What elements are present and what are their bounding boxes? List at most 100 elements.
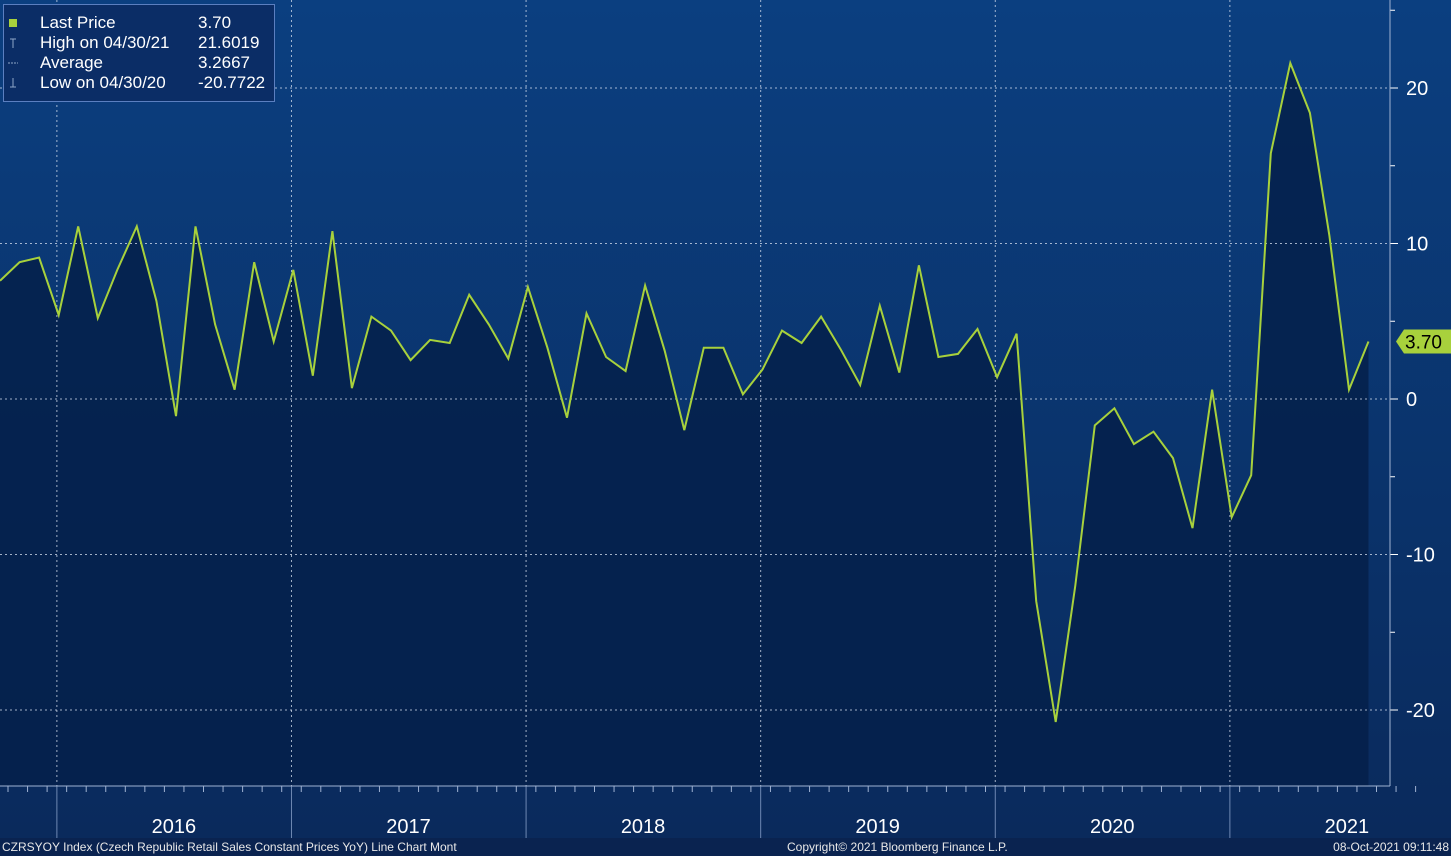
x-tick-label: 2021 — [1325, 816, 1370, 838]
data-point[interactable] — [1307, 110, 1313, 116]
data-point[interactable] — [877, 303, 883, 309]
square-marker-icon — [9, 19, 17, 27]
data-point[interactable] — [838, 346, 844, 352]
data-point[interactable] — [1170, 455, 1176, 461]
data-point[interactable] — [525, 284, 531, 290]
data-point[interactable] — [1033, 598, 1039, 604]
last-price-tag — [1396, 329, 1451, 354]
footer-security-description: CZRSYOY Index (Czech Republic Retail Sal… — [2, 840, 457, 854]
data-point[interactable] — [1053, 719, 1059, 725]
high-marker-icon — [10, 38, 16, 48]
data-point[interactable] — [75, 223, 81, 229]
y-tick-label: 10 — [1406, 234, 1428, 256]
data-point[interactable] — [1072, 583, 1078, 589]
data-point[interactable] — [368, 314, 374, 320]
x-tick-label: 2016 — [152, 816, 197, 838]
data-point[interactable] — [329, 228, 335, 234]
data-point[interactable] — [212, 321, 218, 327]
data-point[interactable] — [310, 373, 316, 379]
data-point[interactable] — [193, 223, 199, 229]
series-line[interactable] — [0, 59, 1370, 723]
data-point[interactable] — [1111, 405, 1117, 411]
data-point[interactable] — [56, 312, 62, 318]
data-point[interactable] — [1209, 387, 1215, 393]
data-point[interactable] — [1366, 339, 1372, 345]
average-marker-icon — [8, 62, 18, 64]
data-point[interactable] — [642, 283, 648, 289]
legend-label: Last Price — [40, 13, 116, 32]
data-point[interactable] — [505, 356, 511, 362]
data-point[interactable] — [427, 337, 433, 343]
data-point[interactable] — [603, 354, 609, 360]
last-price-tag-label: 3.70 — [1405, 332, 1442, 353]
footer-timestamp: 08-Oct-2021 09:11:48 — [1333, 840, 1449, 854]
y-tick-label: -10 — [1406, 545, 1435, 567]
data-point[interactable] — [564, 415, 570, 421]
data-point[interactable] — [935, 354, 941, 360]
data-point[interactable] — [896, 370, 902, 376]
data-point[interactable] — [447, 340, 453, 346]
y-tick-label: 20 — [1406, 78, 1428, 100]
data-point[interactable] — [994, 374, 1000, 380]
footer-copyright: Copyright© 2021 Bloomberg Finance L.P. — [787, 840, 1008, 854]
data-point[interactable] — [662, 348, 668, 354]
data-point[interactable] — [779, 328, 785, 334]
low-marker-icon — [10, 78, 16, 88]
data-point[interactable] — [975, 326, 981, 332]
data-point[interactable] — [1190, 525, 1196, 531]
data-point[interactable] — [388, 328, 394, 334]
data-point[interactable] — [1346, 387, 1352, 393]
y-tick-label: -20 — [1406, 700, 1435, 722]
data-point[interactable] — [466, 292, 472, 298]
data-point[interactable] — [544, 345, 550, 351]
data-point[interactable] — [114, 267, 120, 273]
data-point[interactable] — [584, 311, 590, 317]
data-point[interactable] — [720, 345, 726, 351]
data-point[interactable] — [290, 267, 296, 273]
data-point[interactable] — [916, 262, 922, 268]
data-point[interactable] — [681, 427, 687, 433]
data-point[interactable] — [349, 385, 355, 391]
data-point[interactable] — [134, 223, 140, 229]
x-tick-label: 2020 — [1090, 816, 1135, 838]
x-tick-label: 2019 — [855, 816, 900, 838]
data-point[interactable] — [17, 259, 23, 265]
data-point[interactable] — [701, 345, 707, 351]
legend-label: Average — [40, 53, 104, 72]
data-point[interactable] — [1092, 422, 1098, 428]
data-point[interactable] — [1131, 441, 1137, 447]
legend-value: -20.7722 — [198, 73, 266, 92]
data-point[interactable] — [251, 259, 257, 265]
data-point[interactable] — [271, 339, 277, 345]
data-point[interactable] — [623, 368, 629, 374]
data-point[interactable] — [1326, 233, 1332, 239]
data-point[interactable] — [740, 391, 746, 397]
data-point[interactable] — [1014, 331, 1020, 337]
series-area — [0, 63, 1369, 787]
data-point[interactable] — [1229, 514, 1235, 520]
data-point[interactable] — [1287, 60, 1293, 66]
data-point[interactable] — [1248, 472, 1254, 478]
data-point[interactable] — [955, 351, 961, 357]
footer-bar: CZRSYOY Index (Czech Republic Retail Sal… — [0, 838, 1451, 856]
data-point[interactable] — [857, 382, 863, 388]
line-chart[interactable]: 20 10 0 -10 -20 2016 2017 2018 2019 2020 2021 3.70 — [0, 0, 1451, 838]
data-point[interactable] — [408, 357, 414, 363]
data-point[interactable] — [232, 387, 238, 393]
data-point[interactable] — [760, 367, 766, 373]
x-tick-label: 2018 — [621, 816, 666, 838]
data-point[interactable] — [95, 315, 101, 321]
data-point[interactable] — [36, 255, 42, 261]
x-tick-label: 2017 — [386, 816, 431, 838]
data-point[interactable] — [1151, 429, 1157, 435]
data-point[interactable] — [1268, 150, 1274, 156]
legend-row-average: Average 3.2667 — [8, 53, 274, 73]
data-point[interactable] — [818, 314, 824, 320]
legend-label: Low on 04/30/20 — [40, 73, 166, 92]
y-tick-label: 0 — [1406, 389, 1417, 411]
data-point[interactable] — [153, 298, 159, 304]
data-point[interactable] — [486, 321, 492, 327]
data-point[interactable] — [173, 413, 179, 419]
data-point[interactable] — [799, 340, 805, 346]
